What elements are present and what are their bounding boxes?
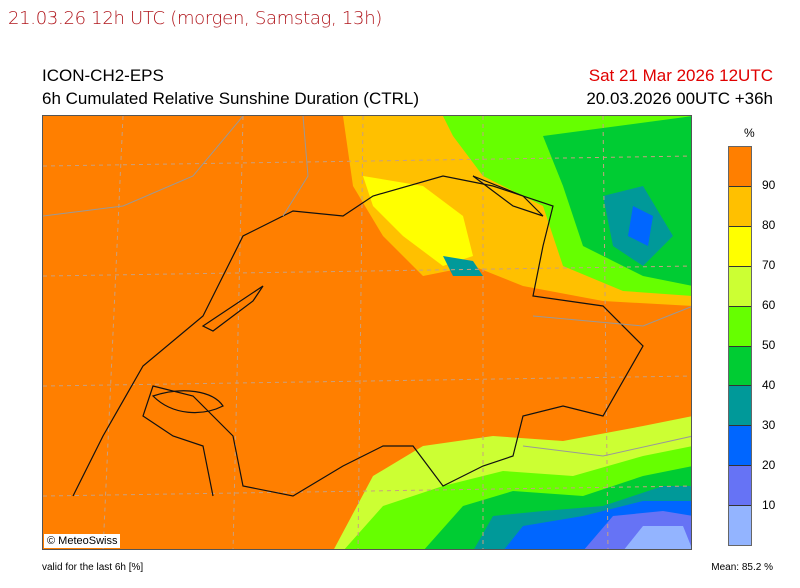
- legend-unit: %: [744, 126, 755, 140]
- legend-tick-label: 30: [762, 418, 776, 432]
- legend-tick-label: 50: [762, 338, 776, 352]
- legend-tick-label: 40: [762, 378, 776, 392]
- legend-swatch: [729, 426, 751, 467]
- legend-swatch: [729, 466, 751, 507]
- legend-swatch: [729, 147, 751, 187]
- copyright-label: © MeteoSwiss: [44, 534, 121, 548]
- validity-note: valid for the last 6h [%]: [42, 562, 144, 573]
- color-legend: [728, 146, 752, 546]
- sunshine-field: [334, 116, 691, 549]
- mean-value: Mean: 85.2 %: [711, 562, 773, 573]
- legend-swatch: [729, 186, 751, 227]
- region-borders: [43, 116, 691, 457]
- legend-tick-label: 90: [762, 178, 776, 192]
- map-field: [43, 116, 691, 549]
- graticule: [43, 116, 691, 549]
- legend-swatch: [729, 506, 751, 546]
- legend-swatch: [729, 266, 751, 307]
- legend-tick-label: 70: [762, 258, 776, 272]
- legend-tick-label: 20: [762, 458, 776, 472]
- valid-date: Sat 21 Mar 2026 12UTC: [588, 66, 773, 85]
- model-run: 20.03.2026 00UTC +36h: [586, 89, 773, 108]
- country-borders: [72, 175, 644, 497]
- legend-swatch: [729, 226, 751, 267]
- legend-swatch: [729, 346, 751, 387]
- forecast-map: [42, 115, 692, 550]
- legend-tick-label: 80: [762, 218, 776, 232]
- model-name: ICON-CH2-EPS: [42, 66, 164, 85]
- legend-tick-label: 60: [762, 298, 776, 312]
- legend-swatch: [729, 306, 751, 347]
- page-title: 21.03.26 12h UTC (morgen, Samstag, 13h): [8, 8, 383, 29]
- legend-tick-label: 10: [762, 498, 776, 512]
- legend-swatch: [729, 386, 751, 427]
- parameter-name: 6h Cumulated Relative Sunshine Duration …: [42, 89, 420, 108]
